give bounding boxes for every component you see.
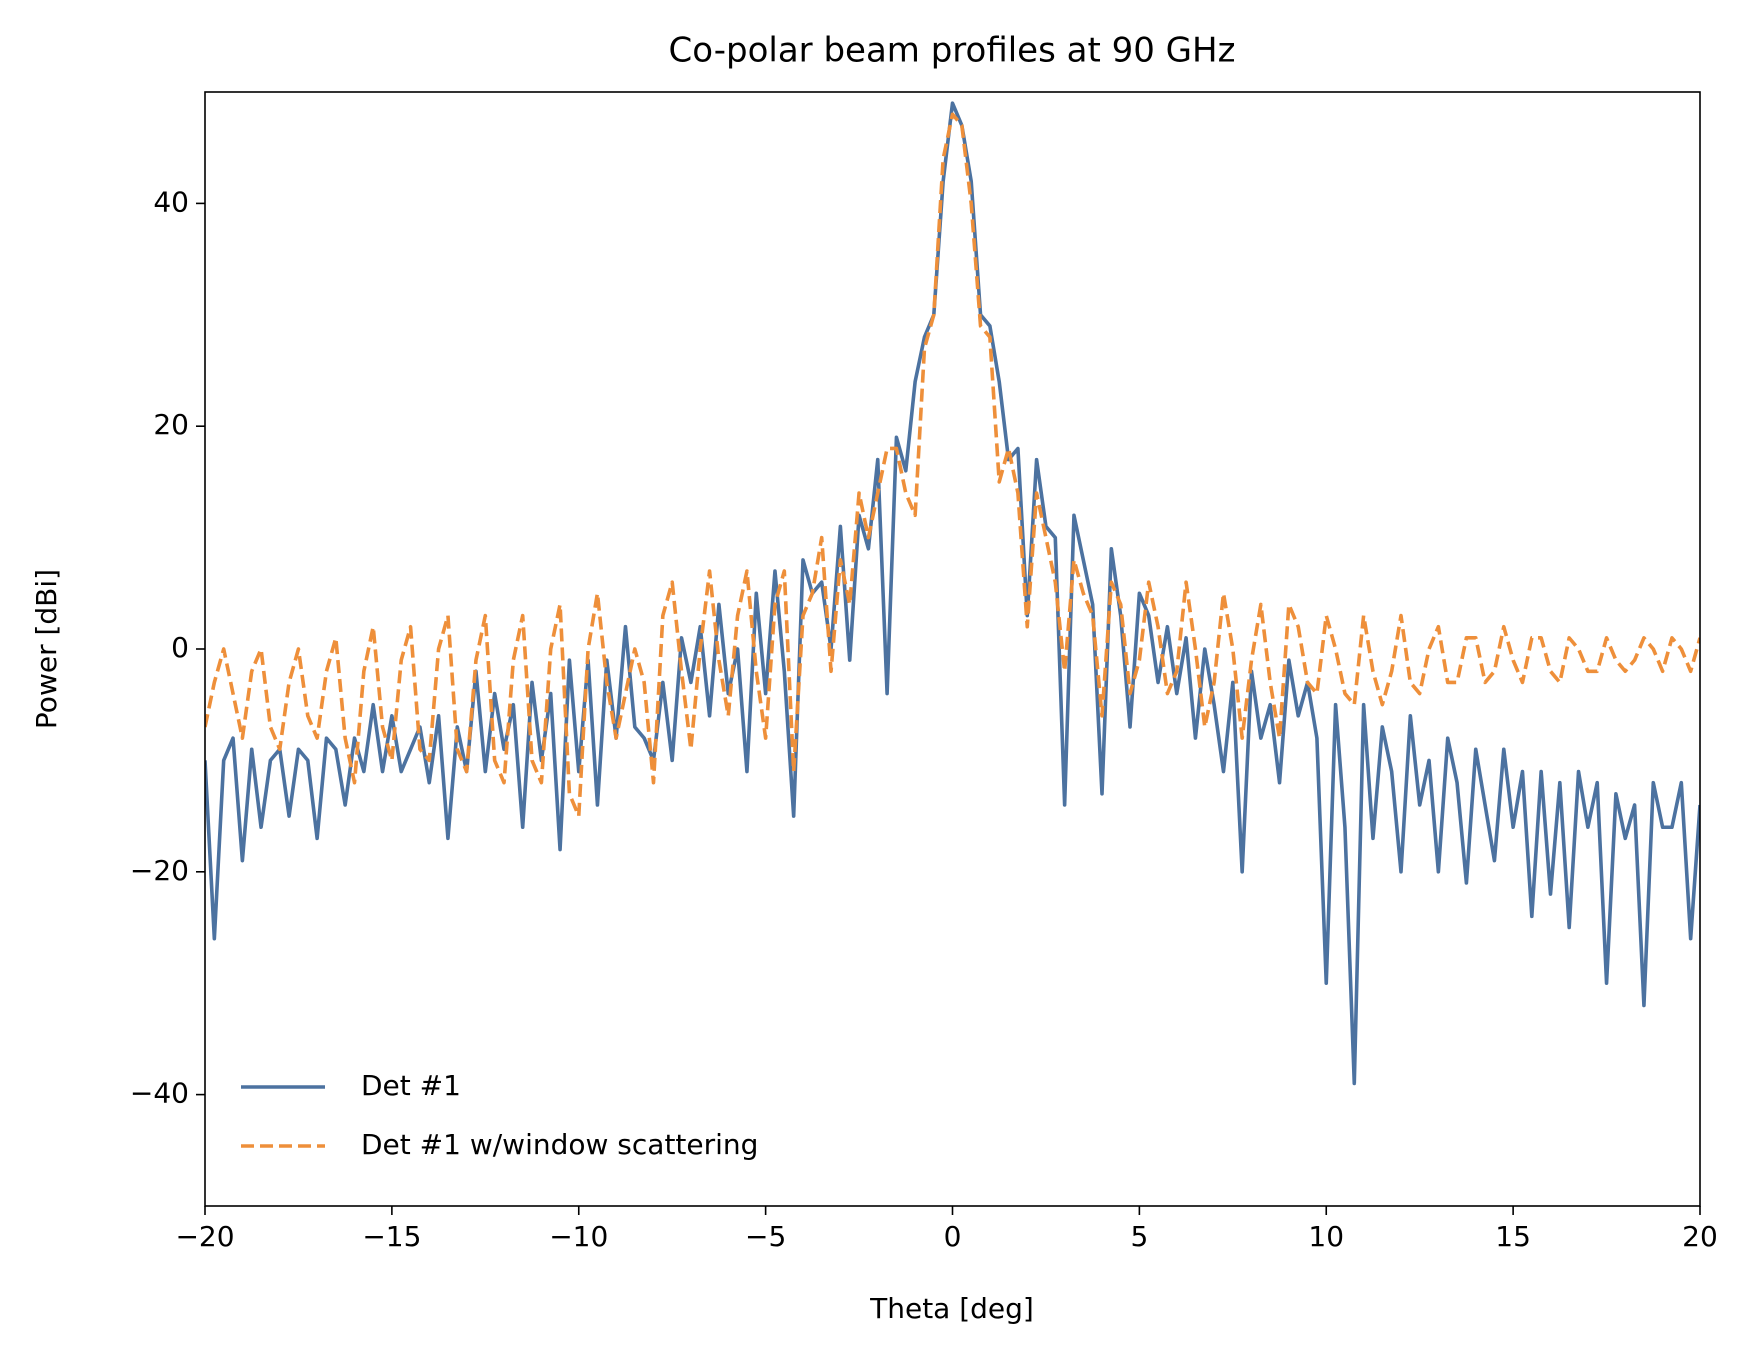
plot-frame — [204, 91, 1701, 1207]
data-line — [205, 101, 1700, 1086]
x-tick-label: 5 — [1130, 1220, 1148, 1253]
chart-title: Co-polar beam profiles at 90 GHz — [669, 31, 1236, 71]
x-tick-label: 0 — [944, 1220, 962, 1253]
x-tick-label: −10 — [549, 1220, 608, 1253]
y-tick-label: 40 — [153, 185, 189, 218]
legend-label: Det #1 — [361, 1069, 461, 1102]
x-tick-label: −15 — [362, 1220, 421, 1253]
legend-label: Det #1 w/window scattering — [361, 1128, 758, 1161]
x-tick-label: 20 — [1682, 1220, 1718, 1253]
x-tick-label: −20 — [175, 1220, 234, 1253]
x-tick-label: 15 — [1495, 1220, 1531, 1253]
y-axis-label: Power [dBi] — [30, 569, 63, 729]
data-line — [205, 112, 1700, 818]
y-tick-label: 20 — [153, 408, 189, 441]
x-axis-label: Theta [deg] — [869, 1292, 1034, 1325]
y-tick-label: 0 — [171, 631, 189, 664]
x-tick-label: −5 — [745, 1220, 786, 1253]
y-tick-label: −40 — [130, 1077, 189, 1110]
y-tick-label: −20 — [130, 854, 189, 887]
x-tick-label: 10 — [1308, 1220, 1344, 1253]
